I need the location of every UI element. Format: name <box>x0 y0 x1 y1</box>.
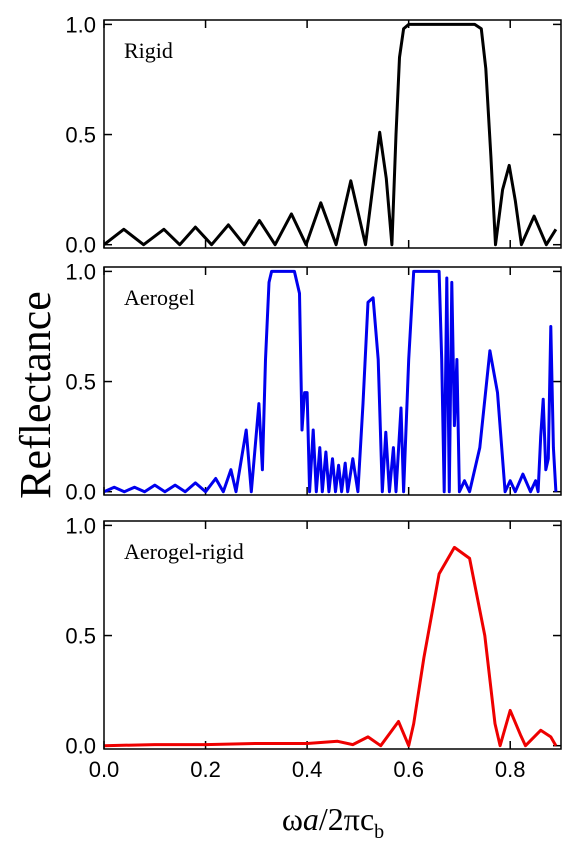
y-tick-label: 1.0 <box>65 513 96 538</box>
x-tick-label: 0.8 <box>495 757 526 782</box>
y-tick-label: 0.0 <box>65 233 96 258</box>
x-label-part: /2πc <box>319 801 374 837</box>
plot-frame <box>103 19 562 249</box>
y-tick-label: 0.0 <box>65 734 96 759</box>
y-tick-label: 0.5 <box>65 370 96 395</box>
y-tick-label: 0.5 <box>65 624 96 649</box>
x-label-part: ω <box>282 801 303 837</box>
panel-label: Aerogel <box>124 285 195 310</box>
panel-label: Rigid <box>124 38 173 63</box>
y-tick-label: 1.0 <box>65 259 96 284</box>
x-label-part: b <box>374 821 384 843</box>
y-tick-label: 1.0 <box>65 12 96 37</box>
y-tick-label: 0.0 <box>65 480 96 505</box>
x-tick-label: 0.0 <box>89 757 120 782</box>
plot-frame <box>103 520 562 750</box>
plot-frame <box>103 266 562 496</box>
x-label-part: a <box>303 801 319 837</box>
y-axis-label: Reflectance <box>11 291 60 499</box>
x-tick-label: 0.4 <box>292 757 323 782</box>
data-line <box>104 269 558 494</box>
x-tick-label: 0.6 <box>393 757 424 782</box>
data-line <box>104 545 558 748</box>
x-tick-label: 0.2 <box>190 757 221 782</box>
data-line <box>104 22 558 247</box>
panel-label: Aerogel-rigid <box>124 539 244 564</box>
x-axis-label: ωa/2πcb <box>282 801 384 843</box>
y-tick-label: 0.5 <box>65 123 96 148</box>
